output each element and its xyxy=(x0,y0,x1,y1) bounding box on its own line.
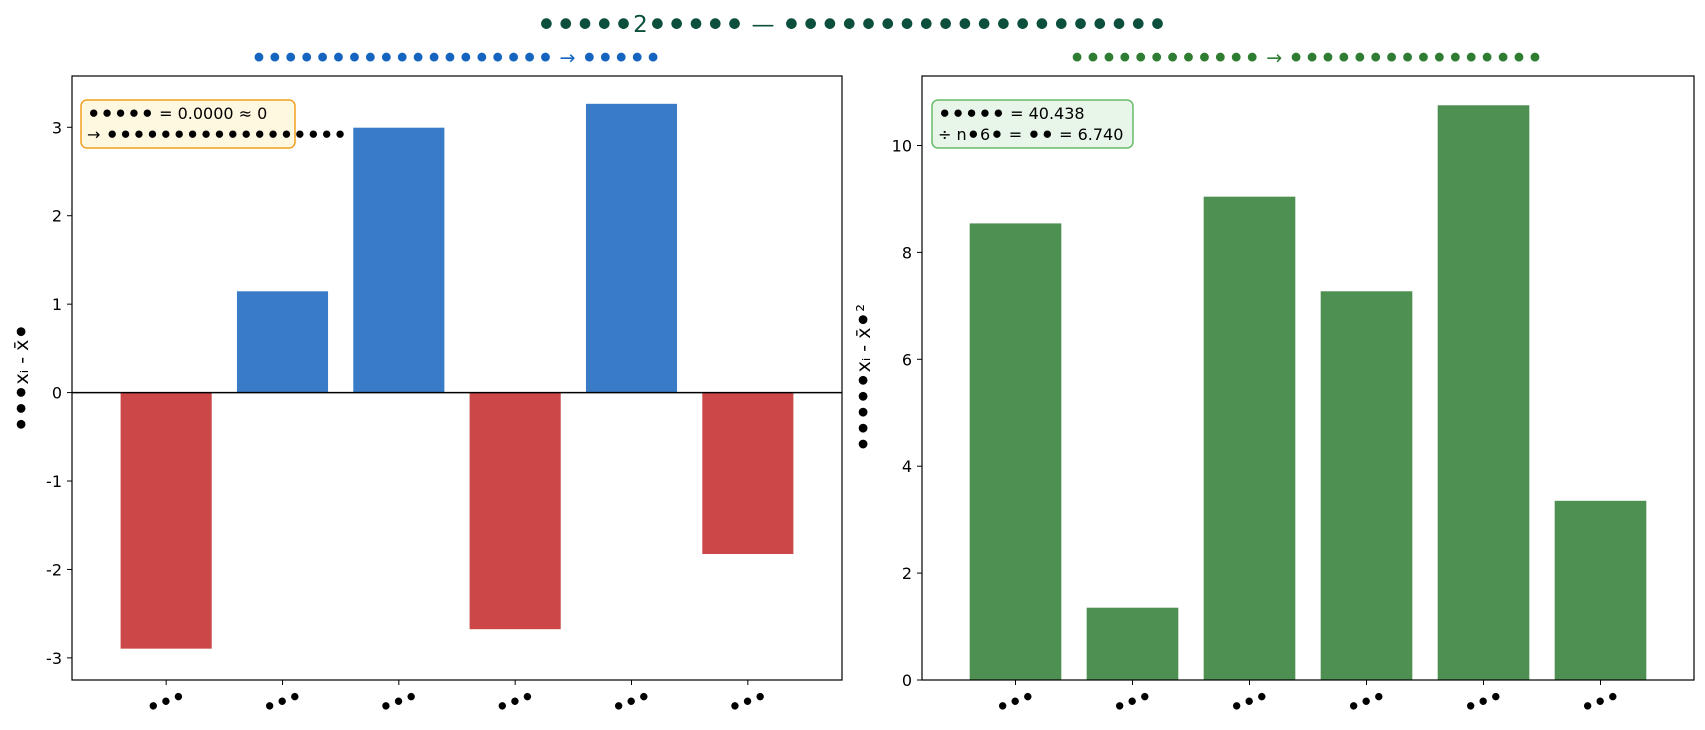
left-annotation-frame xyxy=(80,99,296,149)
left-plot-frame xyxy=(71,75,843,681)
right-annotation-frame xyxy=(931,99,1134,149)
right-y-tick-label: 4 xyxy=(902,457,912,476)
left-y-tick-label: 1 xyxy=(52,295,62,314)
left-bar-6 xyxy=(701,392,795,555)
right-y-tick-label: 0 xyxy=(902,671,912,690)
left-y-tick-label: -1 xyxy=(46,472,62,491)
right-y-tick-label: 6 xyxy=(902,350,912,369)
right-annotation-box: ⚫⚫⚫⚫⚫ = 40.438 ÷ n⚫6⚫ = ⚫⚫ = 6.740 xyxy=(931,99,1134,149)
figure-title: ⚫⚫⚫⚫⚫2⚫⚫⚫⚫⚫ — ⚫⚫⚫⚫⚫⚫⚫⚫⚫⚫⚫⚫⚫⚫⚫⚫⚫⚫⚫⚫ xyxy=(537,12,1167,38)
left-annotation-line-2: → ⚫⚫⚫⚫⚫⚫⚫⚫⚫⚫⚫⚫⚫⚫⚫⚫⚫⚫ xyxy=(87,125,347,144)
right-annotation-line-2: ÷ n⚫6⚫ = ⚫⚫ = 6.740 xyxy=(938,125,1123,144)
right-y-tick-label: 10 xyxy=(892,136,912,155)
left-annotation-box: ⚫⚫⚫⚫⚫ = 0.0000 ≈ 0 → ⚫⚫⚫⚫⚫⚫⚫⚫⚫⚫⚫⚫⚫⚫⚫⚫⚫⚫ xyxy=(80,99,347,149)
left-y-ticks: -3 -2 -1 0 1 2 3 xyxy=(46,118,72,668)
left-y-axis-label: ⚫⚫⚫xᵢ - x̄⚫ xyxy=(11,324,33,433)
left-bar-4 xyxy=(468,392,562,630)
right-bar-3 xyxy=(1202,195,1297,681)
right-plot-frame xyxy=(921,75,1695,681)
right-y-tick-label: 8 xyxy=(902,243,912,262)
left-bars xyxy=(119,103,795,650)
right-bar-4 xyxy=(1319,290,1414,681)
left-bar-2 xyxy=(236,290,329,393)
left-bar-5 xyxy=(585,103,678,393)
left-y-tick-label: -2 xyxy=(46,560,62,579)
right-bar-2 xyxy=(1085,606,1180,681)
left-y-tick-label: -3 xyxy=(46,649,62,668)
left-chart-title: ⚫⚫⚫⚫⚫⚫⚫⚫⚫⚫⚫⚫⚫⚫⚫⚫⚫⚫⚫ → ⚫⚫⚫⚫⚫ xyxy=(251,47,661,69)
left-annotation-line-1: ⚫⚫⚫⚫⚫ = 0.0000 ≈ 0 xyxy=(87,104,267,123)
right-annotation-line-1: ⚫⚫⚫⚫⚫ = 40.438 xyxy=(938,104,1085,123)
left-y-tick-label: 0 xyxy=(52,384,62,403)
left-y-tick-label: 2 xyxy=(52,207,62,226)
right-y-tick-label: 2 xyxy=(902,564,912,583)
right-chart-title: ⚫⚫⚫⚫⚫⚫⚫⚫⚫⚫⚫⚫ → ⚫⚫⚫⚫⚫⚫⚫⚫⚫⚫⚫⚫⚫⚫⚫⚫ xyxy=(1069,47,1543,69)
right-bars xyxy=(968,104,1648,681)
right-bar-6 xyxy=(1553,500,1648,681)
left-bar-1 xyxy=(119,392,213,650)
right-bar-5 xyxy=(1436,104,1531,681)
left-y-tick-label: 3 xyxy=(52,118,62,137)
right-y-ticks: 0 2 4 6 8 10 xyxy=(892,136,922,690)
left-bar-3 xyxy=(352,126,446,393)
left-chart: ⚫⚫⚫⚫⚫⚫⚫⚫⚫⚫⚫⚫⚫⚫⚫⚫⚫⚫⚫ → ⚫⚫⚫⚫⚫ -3 -2 -1 0 1 2 3 ⚫… xyxy=(11,47,843,717)
right-bar-1 xyxy=(968,222,1063,681)
right-y-axis-label: ⚫⚫⚫⚫⚫xᵢ - x̄⚫² xyxy=(853,304,875,452)
